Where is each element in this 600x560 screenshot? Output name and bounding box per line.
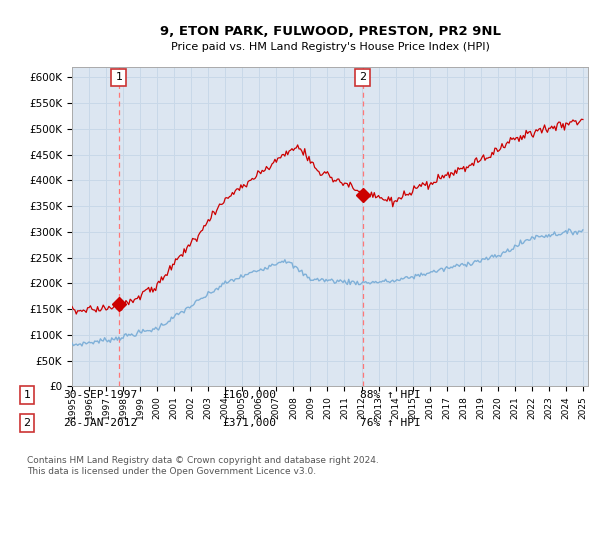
Text: 30-SEP-1997: 30-SEP-1997	[63, 390, 137, 400]
Text: Price paid vs. HM Land Registry's House Price Index (HPI): Price paid vs. HM Land Registry's House …	[170, 42, 490, 52]
Text: 1: 1	[23, 390, 31, 400]
Text: 26-JAN-2012: 26-JAN-2012	[63, 418, 137, 428]
Text: Contains HM Land Registry data © Crown copyright and database right 2024.
This d: Contains HM Land Registry data © Crown c…	[27, 456, 379, 476]
Text: 2: 2	[23, 418, 31, 428]
Text: 88% ↑ HPI: 88% ↑ HPI	[360, 390, 421, 400]
Text: £160,000: £160,000	[222, 390, 276, 400]
Text: 76% ↑ HPI: 76% ↑ HPI	[360, 418, 421, 428]
Text: £371,000: £371,000	[222, 418, 276, 428]
Text: 2: 2	[359, 72, 366, 82]
Text: 9, ETON PARK, FULWOOD, PRESTON, PR2 9NL: 9, ETON PARK, FULWOOD, PRESTON, PR2 9NL	[160, 25, 500, 38]
Text: 1: 1	[115, 72, 122, 82]
